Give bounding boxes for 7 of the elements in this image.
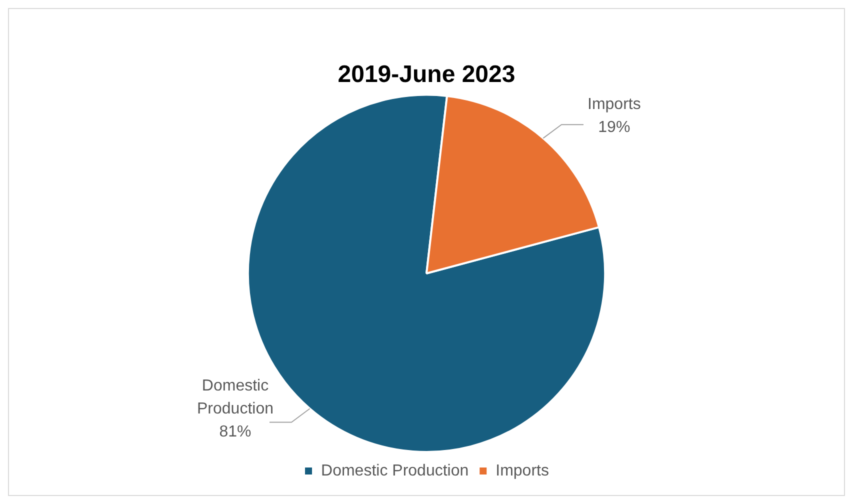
slice-label: Imports xyxy=(587,96,641,113)
data-label: 19% xyxy=(598,118,630,136)
chart-title: 2019-June 2023 xyxy=(338,61,516,88)
legend-label: Domestic Production xyxy=(321,462,469,480)
slice-label: Domestic Production xyxy=(197,378,274,418)
legend-label: Imports xyxy=(496,462,549,480)
data-label: 81% xyxy=(219,424,252,441)
